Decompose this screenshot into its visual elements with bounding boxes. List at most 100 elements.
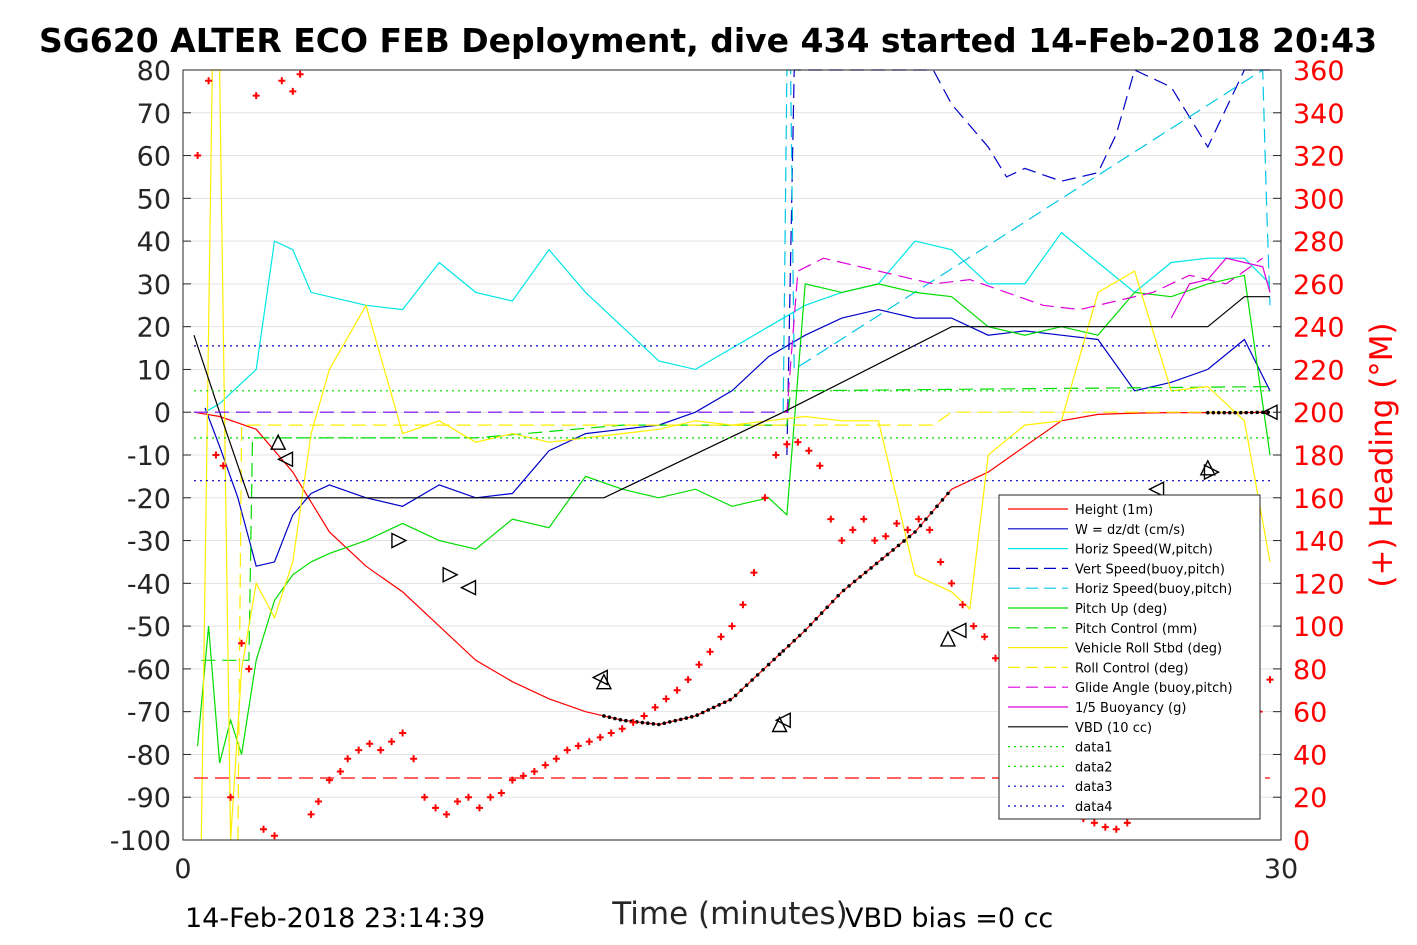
- y-right-tick-label: 280: [1293, 227, 1345, 258]
- y-right-tick-label: 200: [1293, 398, 1345, 429]
- heading-point: [893, 519, 901, 527]
- footer-timestamp: 14-Feb-2018 23:14:39: [185, 903, 485, 934]
- depth-sample-dot: [607, 715, 612, 720]
- dive-marker: [1147, 481, 1165, 498]
- heading-point: [443, 810, 451, 818]
- heading-point: [761, 494, 769, 502]
- y-right-tick-label: 320: [1293, 142, 1345, 173]
- heading-point: [651, 703, 659, 711]
- heading-point: [959, 601, 967, 609]
- heading-point: [454, 798, 461, 805]
- legend-label: data2: [1075, 760, 1113, 775]
- depth-sample-dot: [1233, 410, 1238, 415]
- depth-sample-dot: [819, 611, 824, 615]
- depth-sample-dot: [1266, 410, 1270, 415]
- depth-sample-dot: [711, 705, 716, 710]
- depth-sample-dot: [808, 622, 813, 627]
- footer-vbd-bias: VBD bias =0 cc: [845, 903, 1053, 934]
- y-left-tick-label: 10: [137, 355, 171, 386]
- heading-point: [336, 768, 344, 776]
- depth-sample-dot: [885, 552, 890, 557]
- heading-point: [1112, 825, 1120, 833]
- dive-marker: [595, 673, 613, 690]
- series-roll-control-deg: [237, 411, 1245, 841]
- depth-sample-dot: [651, 722, 656, 726]
- heading-point: [219, 462, 227, 470]
- y-left-tick-label: -50: [127, 612, 171, 643]
- y-left-tick-label: -100: [110, 826, 171, 857]
- heading-point: [882, 532, 890, 540]
- legend-label: Vehicle Roll Stbd (deg): [1075, 642, 1222, 657]
- heading-point: [541, 761, 549, 769]
- depth-sample-dot: [657, 722, 661, 727]
- depth-sample-dot: [880, 557, 884, 561]
- depth-sample-dot: [918, 523, 923, 528]
- legend-label: W = dz/dt (cm/s): [1075, 523, 1185, 538]
- legend: Height (1m) W = dz/dt (cm/s) Horiz Speed(W…: [998, 494, 1261, 820]
- y-left-tick-label: 0: [154, 398, 171, 429]
- heading-point: [948, 579, 956, 587]
- y-right-tick-label: 300: [1293, 184, 1345, 215]
- series-horiz-speed-w-pitch: [204, 231, 1271, 413]
- x-tick-label: 30: [1264, 854, 1298, 885]
- depth-sample-dot: [863, 570, 868, 575]
- y-left-tick-label: 60: [137, 142, 171, 173]
- depth-sample-dot: [924, 517, 928, 521]
- depth-sample-dot: [858, 575, 862, 579]
- heading-point: [673, 686, 681, 694]
- heading-point: [508, 776, 516, 784]
- legend-label: data3: [1075, 780, 1113, 795]
- heading-point: [849, 526, 857, 534]
- legend-label: Glide Angle (buoy,pitch): [1075, 681, 1233, 696]
- depth-sample-dot: [728, 697, 732, 702]
- depth-sample-dot: [797, 633, 802, 638]
- depth-sample-dot: [689, 715, 694, 719]
- y-right-tick-label: 360: [1293, 56, 1345, 87]
- depth-sample-dot: [673, 718, 678, 723]
- y-right-tick-label: 0: [1293, 826, 1310, 857]
- depth-sample-dot: [1227, 410, 1232, 415]
- series-height-1m: [193, 411, 1271, 726]
- y-left-tick-label: 40: [137, 227, 171, 258]
- legend-label: 1/5 Buoyancy (g): [1075, 701, 1186, 716]
- depth-sample-dot: [744, 683, 749, 687]
- heading-point: [278, 77, 286, 85]
- heading-point: [937, 558, 945, 566]
- depth-sample-dot: [830, 599, 835, 604]
- heading-point: [739, 601, 747, 609]
- legend-label: data4: [1075, 800, 1113, 815]
- heading-point: [366, 740, 374, 748]
- legend-label: Vert Speed(buoy,pitch): [1075, 562, 1225, 577]
- heading-point: [260, 825, 268, 833]
- y-right-tick-label: 100: [1293, 612, 1345, 643]
- dive-marker: [774, 712, 791, 729]
- series-vehicle-roll-stbd-deg: [200, 69, 1271, 841]
- y-right-tick-label: 60: [1293, 698, 1327, 729]
- y-left-tick-label: -30: [127, 527, 171, 558]
- heading-point: [399, 729, 407, 737]
- heading-point: [1090, 819, 1098, 827]
- heading-point: [205, 77, 213, 85]
- depth-sample-dot: [836, 593, 840, 598]
- legend-label: Roll Control (deg): [1075, 661, 1189, 676]
- depth-sample-dot: [722, 700, 727, 705]
- depth-sample-dot: [602, 714, 606, 718]
- depth-sample-dot: [706, 708, 711, 712]
- depth-sample-dot: [717, 703, 721, 707]
- depth-sample-dot: [825, 605, 829, 610]
- heading-point: [717, 633, 725, 641]
- chart-title: SG620 ALTER ECO FEB Deployment, dive 434…: [39, 21, 1377, 60]
- series-1-5-buoyancy-g: [1170, 257, 1271, 319]
- heading-point: [794, 438, 802, 446]
- y-right-tick-label: 260: [1293, 270, 1345, 301]
- legend-label: Height (1m): [1075, 503, 1153, 518]
- right-axis-label: (+) Heading (°M): [1364, 322, 1400, 587]
- heading-point: [486, 793, 494, 801]
- dive-marker: [391, 532, 408, 549]
- depth-sample-dot: [1216, 410, 1221, 415]
- depth-sample-dot: [852, 579, 857, 584]
- heading-point: [421, 793, 429, 801]
- heading-point: [296, 70, 304, 78]
- depth-sample-dot: [786, 643, 791, 648]
- depth-sample-dot: [913, 530, 917, 534]
